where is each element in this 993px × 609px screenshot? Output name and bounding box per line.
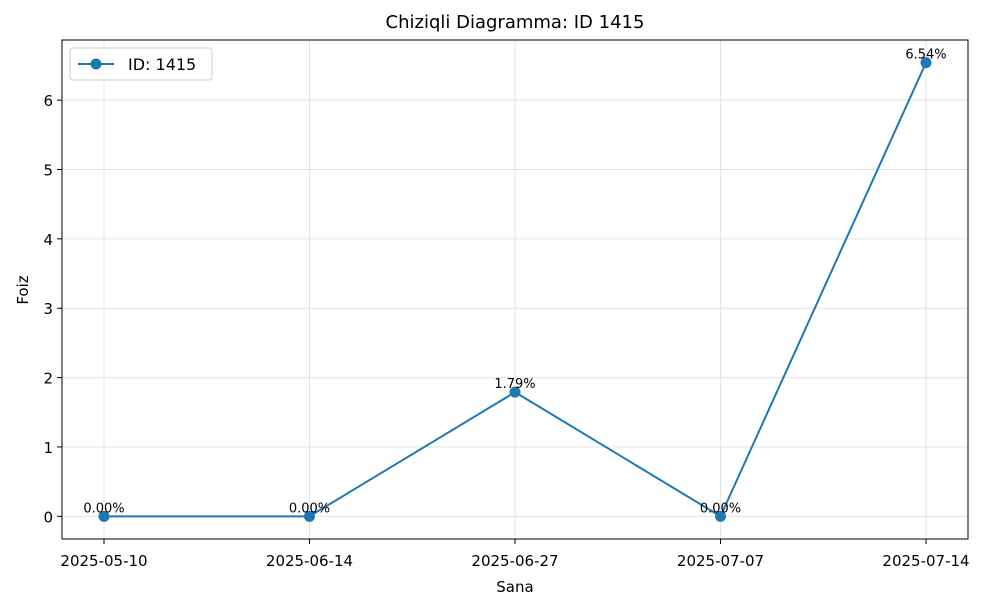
- x-tick-label: 2025-07-07: [677, 552, 764, 570]
- legend-marker-swatch: [90, 58, 102, 70]
- x-tick-label: 2025-05-10: [60, 552, 147, 570]
- x-tick-label: 2025-06-27: [471, 552, 558, 570]
- x-tick-label: 2025-06-14: [266, 552, 353, 570]
- y-tick-label: 4: [43, 231, 53, 249]
- y-tick-label: 6: [43, 92, 53, 110]
- data-point: [715, 510, 726, 522]
- series-layer: 0.00% 0.00% 1.79% 0.00% 6.54%: [83, 48, 947, 522]
- data-label: 0.00%: [83, 501, 124, 516]
- y-axis-label: Foiz: [14, 275, 32, 304]
- y-tick-label: 2: [43, 370, 53, 388]
- x-axis-label: Sana: [496, 578, 533, 596]
- legend-entry-label: ID: 1415: [128, 55, 196, 74]
- chart-title: Chiziqli Diagramma: ID 1415: [386, 12, 645, 33]
- y-tick-label: 1: [43, 439, 53, 457]
- y-tick-label: 0: [43, 508, 53, 526]
- data-label: 6.54%: [905, 48, 946, 63]
- data-point: [98, 510, 110, 522]
- y-tick-label: 5: [43, 162, 53, 180]
- axes: 0 1 2 3 4 5 6 2025-05-10 2025-06-14 2025-06-27 202…: [43, 92, 969, 570]
- data-point: [509, 386, 521, 398]
- y-tick-label: 3: [43, 300, 53, 318]
- data-point: [304, 510, 315, 522]
- x-tick-label: 2025-07-14: [882, 552, 969, 570]
- legend-box: [69, 47, 213, 81]
- data-label: 0.00%: [700, 501, 741, 516]
- data-point: [920, 57, 932, 69]
- data-label: 0.00%: [289, 501, 330, 516]
- legend: ID: 1415: [69, 47, 213, 81]
- data-label: 1.79%: [494, 377, 535, 392]
